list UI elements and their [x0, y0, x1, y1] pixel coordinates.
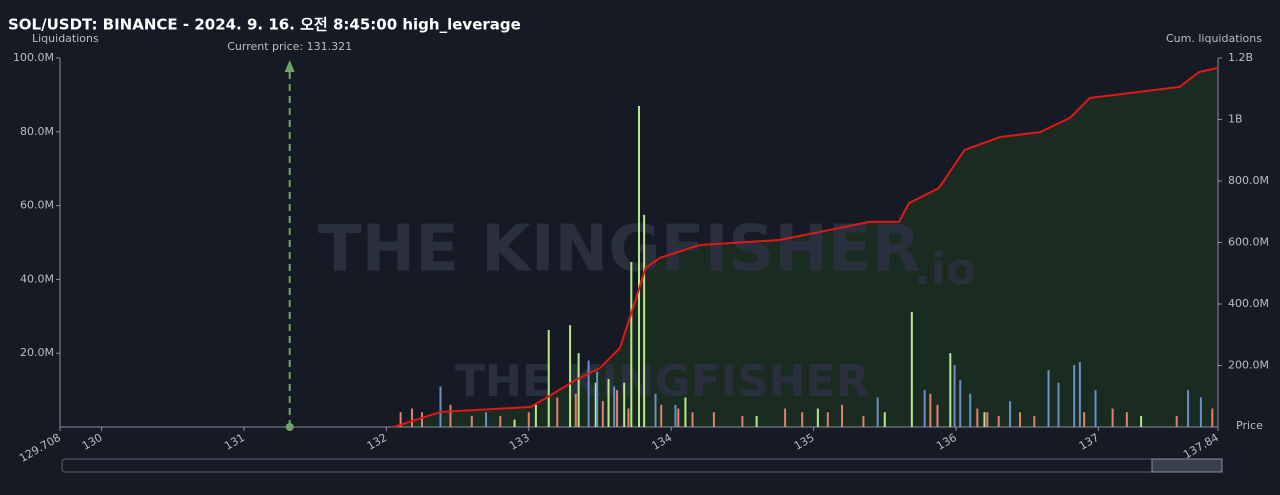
bar	[949, 353, 952, 427]
bar	[923, 390, 926, 427]
bar	[1019, 412, 1022, 427]
y2-tick-label: 400.0M	[1228, 297, 1269, 310]
bar	[587, 360, 590, 427]
bar	[801, 412, 804, 427]
watermark-suffix: .io	[914, 244, 976, 295]
bar	[411, 408, 414, 427]
bar	[841, 404, 844, 427]
bar	[577, 353, 580, 427]
bar	[816, 408, 819, 427]
bar	[876, 397, 879, 427]
bar	[1140, 415, 1143, 427]
bar	[420, 412, 423, 427]
bar	[1033, 415, 1036, 427]
y2-axis-label: Cum. liquidations	[1166, 32, 1262, 45]
watermark: THE KINGFISHER	[318, 213, 921, 287]
bar	[556, 397, 559, 427]
current-price-arrow	[284, 60, 295, 72]
bar	[596, 371, 599, 427]
bar	[741, 415, 744, 427]
bar	[674, 404, 677, 427]
y2-tick-label: 1.2B	[1228, 51, 1253, 64]
bar	[630, 262, 633, 427]
bar	[499, 415, 502, 427]
cumulative-area	[393, 67, 1218, 427]
bar	[910, 311, 913, 427]
y2-tick-label: 800.0M	[1228, 174, 1269, 187]
current-price-label: Current price: 131.321	[227, 40, 352, 53]
bar	[959, 380, 962, 427]
bar	[623, 382, 626, 427]
bar	[691, 412, 694, 427]
bar	[969, 393, 972, 427]
y2-tick-label: 1B	[1228, 113, 1243, 126]
bar	[1094, 390, 1097, 427]
bar	[1125, 412, 1128, 427]
bar	[784, 408, 787, 427]
x-axis-label: Price	[1236, 419, 1263, 432]
watermark: THE KINGFISHER	[455, 356, 870, 407]
bar	[439, 386, 442, 427]
bar	[755, 415, 758, 427]
y-axis-label: Liquidations	[32, 32, 99, 45]
bar	[527, 412, 530, 427]
bar	[929, 393, 932, 427]
bar	[1057, 382, 1060, 427]
bar	[547, 329, 550, 427]
bar	[616, 390, 619, 427]
bar	[574, 393, 577, 427]
bar	[513, 419, 516, 427]
bar	[594, 382, 597, 427]
bar	[470, 415, 473, 427]
y-tick-label: 40.0M	[20, 272, 54, 285]
bar	[1009, 401, 1012, 427]
bar	[1047, 370, 1050, 427]
y2-tick-label: 200.0M	[1228, 359, 1269, 372]
bar	[1187, 390, 1190, 427]
y-tick-label: 20.0M	[20, 346, 54, 359]
bar	[399, 412, 402, 427]
bar	[826, 412, 829, 427]
scrollbar-handle[interactable]	[1151, 458, 1223, 473]
bar	[638, 105, 640, 427]
bar	[983, 412, 986, 427]
y2-tick-label: 600.0M	[1228, 236, 1269, 249]
current-price-dot	[285, 423, 294, 431]
bar	[1199, 397, 1202, 427]
y-tick-label: 80.0M	[20, 125, 54, 138]
y-tick-label: 60.0M	[20, 199, 54, 212]
bar	[1211, 408, 1214, 427]
bar	[654, 393, 657, 427]
bar	[485, 412, 488, 427]
bar	[684, 397, 687, 427]
bar	[1083, 412, 1086, 427]
bar	[660, 404, 663, 427]
cumulative-line	[393, 66, 1219, 428]
bar	[601, 401, 604, 427]
bar	[953, 365, 956, 427]
bar	[627, 408, 630, 427]
bar	[712, 412, 715, 427]
bar	[1111, 408, 1114, 427]
bar	[677, 408, 680, 427]
bar	[569, 325, 572, 427]
bar	[607, 379, 610, 427]
bar	[1078, 362, 1081, 427]
bar	[986, 412, 989, 427]
bar	[643, 214, 646, 427]
bar	[883, 412, 886, 427]
bar	[976, 408, 979, 427]
bar	[613, 386, 616, 427]
bar	[449, 404, 452, 427]
bar	[1073, 365, 1076, 427]
bar	[1175, 415, 1178, 427]
bar	[534, 404, 537, 427]
bar	[862, 415, 865, 427]
bar	[936, 404, 939, 427]
chart-title: SOL/USDT: BINANCE - 2024. 9. 16. 오전 8:45…	[8, 16, 521, 34]
y-tick-label: 100.0M	[13, 51, 54, 64]
bar	[997, 415, 1000, 427]
